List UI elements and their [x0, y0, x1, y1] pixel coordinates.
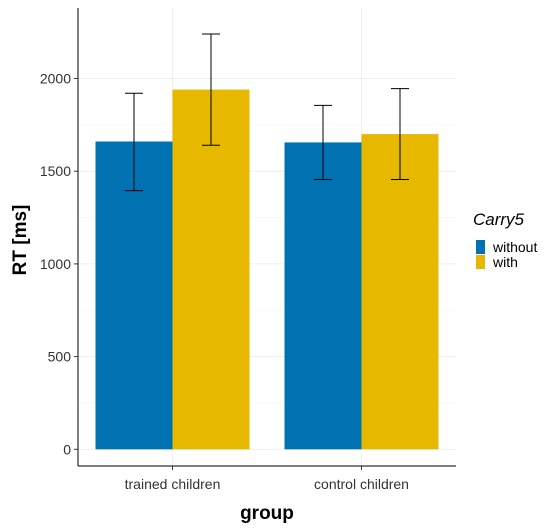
legend-swatch-without	[476, 240, 485, 254]
bar	[361, 134, 439, 450]
y-tick-label: 2000	[40, 70, 71, 86]
bars	[95, 89, 439, 450]
legend-swatch-with	[476, 255, 485, 269]
y-tick-label: 500	[48, 349, 72, 365]
x-axis-title: group	[240, 503, 294, 524]
y-tick-label: 1000	[40, 256, 71, 272]
legend-label-without: without	[492, 239, 537, 255]
x-tick-label: trained children	[125, 476, 221, 492]
axes	[77, 8, 456, 467]
legend-label-with: with	[492, 254, 518, 270]
x-tick-label: control children	[314, 476, 409, 492]
bar	[95, 141, 173, 450]
bar	[284, 142, 362, 450]
y-tick-label: 0	[63, 441, 71, 457]
y-ticks: 0 500 1000 1500 2000	[40, 70, 78, 457]
bar	[172, 89, 250, 450]
x-ticks: trained children control children	[125, 466, 409, 492]
legend-title: Carry5	[473, 210, 525, 229]
y-tick-label: 1500	[40, 163, 71, 179]
y-axis-title: RT [ms]	[10, 205, 31, 276]
error-bars	[125, 33, 409, 192]
